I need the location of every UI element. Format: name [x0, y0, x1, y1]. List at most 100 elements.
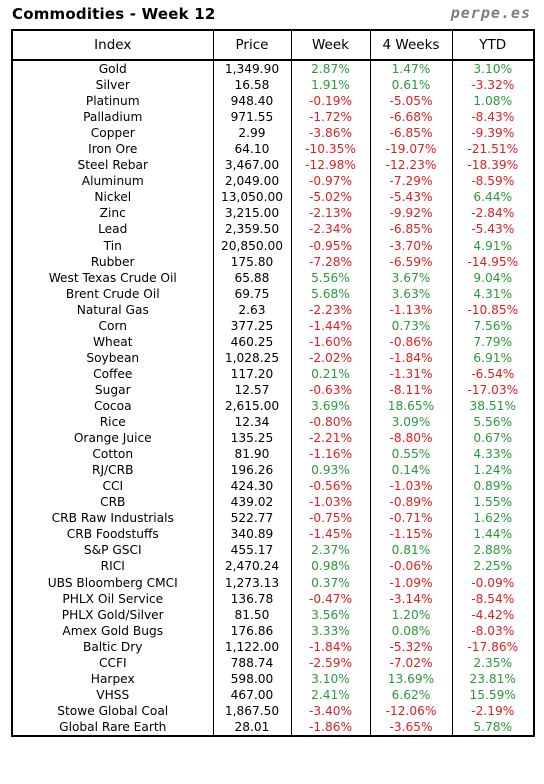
- table-row: Platinum 948.40 -0.19% -5.05% 1.08%: [12, 93, 534, 110]
- price-cell: 2,470.24: [212, 558, 291, 575]
- 4-weeks-change-cell: 0.55%: [369, 446, 452, 463]
- index-cell: Amex Gold Bugs: [62, 623, 164, 638]
- table-row: West Texas Crude Oil 65.88 5.56% 3.67% 9.04%: [12, 269, 534, 286]
- ytd-change-cell: -5.43%: [451, 221, 534, 238]
- 4-weeks-change-cell: -3.65%: [369, 718, 452, 736]
- ytd-change-cell: -17.86%: [451, 638, 534, 655]
- price-cell: 455.17: [212, 542, 291, 559]
- week-change-cell: -1.45%: [290, 526, 370, 543]
- ytd-change-cell: 4.91%: [451, 237, 534, 254]
- week-change-cell: -2.59%: [290, 654, 370, 671]
- index-cell: Platinum: [85, 94, 140, 109]
- 4-weeks-change-cell: 1.20%: [369, 606, 452, 623]
- price-cell: 2,615.00: [212, 397, 291, 415]
- price-cell: 81.50: [212, 606, 291, 623]
- price-cell: 65.88: [212, 269, 291, 286]
- week-change-cell: -3.86%: [290, 125, 370, 142]
- 4-weeks-change-cell: -6.59%: [369, 253, 452, 270]
- table-row: Lead 2,359.50 -2.34% -6.85% -5.43%: [12, 221, 534, 238]
- 4-weeks-change-cell: 6.62%: [369, 686, 452, 703]
- ytd-change-cell: 23.81%: [451, 670, 534, 687]
- week-change-cell: 3.69%: [290, 397, 370, 415]
- week-change-cell: -2.21%: [290, 430, 370, 447]
- price-cell: 176.86: [212, 622, 291, 639]
- price-cell: 948.40: [212, 93, 291, 110]
- table-row: Soybean 1,028.25 -2.02% -1.84% 6.91%: [12, 349, 534, 366]
- ytd-change-cell: 1.08%: [451, 93, 534, 110]
- index-cell: Rice: [99, 415, 126, 430]
- table-row: Steel Rebar 3,467.00 -12.98% -12.23% -18.39%: [12, 157, 534, 174]
- price-cell: 20,850.00: [212, 237, 291, 254]
- index-cell: Zinc: [99, 206, 126, 221]
- week-change-cell: -0.63%: [290, 381, 370, 398]
- ytd-change-cell: -21.51%: [451, 141, 534, 158]
- index-cell: Harpex: [90, 671, 135, 686]
- ytd-change-cell: -4.42%: [451, 606, 534, 623]
- price-cell: 28.01: [212, 718, 291, 736]
- 4-weeks-change-cell: -6.68%: [369, 109, 452, 126]
- price-cell: 377.25: [212, 317, 291, 334]
- 4-weeks-change-cell: 0.81%: [369, 542, 452, 559]
- price-cell: 1,349.90: [212, 60, 291, 78]
- index-cell: Iron Ore: [88, 142, 138, 157]
- table-row: PHLX Gold/Silver 81.50 3.56% 1.20% -4.42%: [12, 606, 534, 623]
- brand-logo-text: perpe.es: [450, 4, 531, 22]
- index-cell: CRB Raw Industrials: [51, 511, 174, 526]
- 4-weeks-change-cell: -0.89%: [369, 494, 452, 511]
- 4-weeks-change-cell: -6.85%: [369, 125, 452, 142]
- table-row: S&P GSCI 455.17 2.37% 0.81% 2.88%: [12, 542, 534, 559]
- index-cell: Lead: [98, 222, 128, 237]
- table-row: Silver 16.58 1.91% 0.61% -3.32%: [12, 77, 534, 94]
- column-header-price: Price: [212, 30, 291, 61]
- 4-weeks-change-cell: -12.23%: [369, 157, 452, 174]
- 4-weeks-change-cell: 3.09%: [369, 414, 452, 431]
- table-row: Rice 12.34 -0.80% 3.09% 5.56%: [12, 414, 534, 431]
- table-row: Tin 20,850.00 -0.95% -3.70% 4.91%: [12, 237, 534, 254]
- ytd-change-cell: 4.33%: [451, 446, 534, 463]
- ytd-change-cell: -14.95%: [451, 253, 534, 270]
- week-change-cell: -0.75%: [290, 510, 370, 527]
- 4-weeks-change-cell: -5.43%: [369, 189, 452, 206]
- table-row: Amex Gold Bugs 176.86 3.33% 0.08% -8.03%: [12, 622, 534, 639]
- ytd-change-cell: 2.35%: [451, 654, 534, 671]
- ytd-change-cell: 5.78%: [451, 718, 534, 736]
- table-row: Orange Juice 135.25 -2.21% -8.80% 0.67%: [12, 430, 534, 447]
- ytd-change-cell: -8.03%: [451, 622, 534, 639]
- 4-weeks-change-cell: -1.13%: [369, 301, 452, 318]
- 4-weeks-change-cell: 3.63%: [369, 285, 452, 302]
- week-change-cell: 1.91%: [290, 77, 370, 94]
- price-cell: 3,467.00: [212, 157, 291, 174]
- 4-weeks-change-cell: -1.31%: [369, 365, 452, 382]
- table-row: Natural Gas 2.63 -2.23% -1.13% -10.85%: [12, 301, 534, 318]
- price-cell: 971.55: [212, 109, 291, 126]
- index-cell: CCFI: [98, 655, 127, 670]
- ytd-change-cell: 1.24%: [451, 462, 534, 479]
- column-header-4-weeks: 4 Weeks: [369, 30, 452, 61]
- ytd-change-cell: -2.19%: [451, 702, 534, 719]
- price-cell: 12.34: [212, 414, 291, 431]
- index-cell: VHSS: [96, 687, 130, 702]
- week-change-cell: -3.40%: [290, 702, 370, 719]
- week-change-cell: -0.56%: [290, 478, 370, 495]
- index-cell: CRB Foodstuffs: [66, 527, 159, 542]
- ytd-change-cell: 1.62%: [451, 510, 534, 527]
- week-change-cell: 5.56%: [290, 269, 370, 286]
- table-row: Brent Crude Oil 69.75 5.68% 3.63% 4.31%: [12, 285, 534, 302]
- table-row: Iron Ore 64.10 -10.35% -19.07% -21.51%: [12, 141, 534, 158]
- week-change-cell: -5.02%: [290, 189, 370, 206]
- price-cell: 460.25: [212, 333, 291, 350]
- price-cell: 1,122.00: [212, 638, 291, 655]
- 4-weeks-change-cell: -8.11%: [369, 381, 452, 398]
- table-row: UBS Bloomberg CMCI 1,273.13 0.37% -1.09% -0.…: [12, 574, 534, 591]
- price-cell: 522.77: [212, 510, 291, 527]
- index-cell: Stowe Global Coal: [57, 703, 169, 718]
- 4-weeks-change-cell: 3.67%: [369, 269, 452, 286]
- index-cell: Corn: [98, 318, 128, 333]
- table-row: Coffee 117.20 0.21% -1.31% -6.54%: [12, 365, 534, 382]
- commodities-table: Index Price Week 4 Weeks YTD Gold 1,349.9…: [11, 29, 535, 737]
- 4-weeks-change-cell: 13.69%: [369, 670, 452, 687]
- 4-weeks-change-cell: 0.61%: [369, 77, 452, 94]
- week-change-cell: -2.34%: [290, 221, 370, 238]
- ytd-change-cell: 2.25%: [451, 558, 534, 575]
- ytd-change-cell: 4.31%: [451, 285, 534, 302]
